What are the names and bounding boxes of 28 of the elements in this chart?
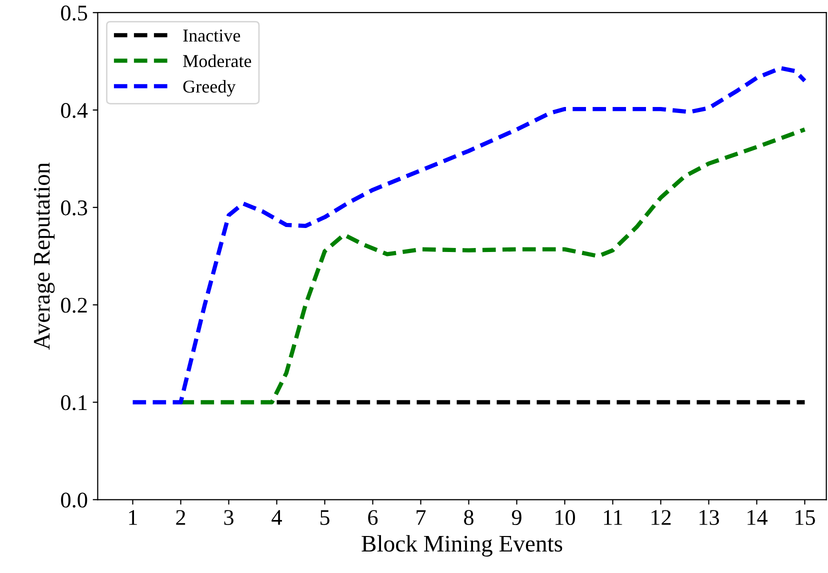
- y-tick-label: 0.5: [61, 6, 88, 21]
- x-tick-label: 12: [652, 510, 671, 525]
- x-tick-label: 5: [320, 510, 330, 526]
- x-tick-label: 7: [416, 510, 426, 525]
- y-axis-title: Average Reputation: [34, 162, 55, 350]
- line-series: [178, 127, 807, 404]
- x-tick-label: 8: [464, 510, 474, 526]
- x-tick-label: 13: [700, 510, 719, 526]
- y-tick-label: 0.4: [61, 102, 88, 118]
- legend-label: Greedy: [183, 80, 236, 96]
- x-tick-label: 1: [129, 510, 137, 525]
- y-tick-label: 0.1: [61, 395, 87, 410]
- x-tick-label: 15: [796, 510, 815, 526]
- legend-label: Moderate: [183, 54, 252, 68]
- x-tick-label: 2: [176, 510, 186, 525]
- y-tick-label: 0.2: [61, 298, 87, 313]
- y-tick-label: 0.3: [61, 200, 88, 216]
- x-tick-label: 4: [272, 510, 282, 525]
- x-tick-label: 9: [512, 510, 522, 526]
- x-tick-label: 10: [556, 510, 576, 526]
- x-tick-label: 14: [748, 510, 768, 525]
- x-tick-label: 3: [224, 510, 234, 526]
- line-series: [130, 66, 807, 404]
- legend-label: Inactive: [183, 30, 240, 42]
- x-tick-label: 11: [604, 510, 622, 525]
- x-tick-label: 6: [368, 510, 378, 526]
- x-axis-title: Block Mining Events: [362, 535, 562, 557]
- y-tick-label: 0.0: [61, 492, 88, 508]
